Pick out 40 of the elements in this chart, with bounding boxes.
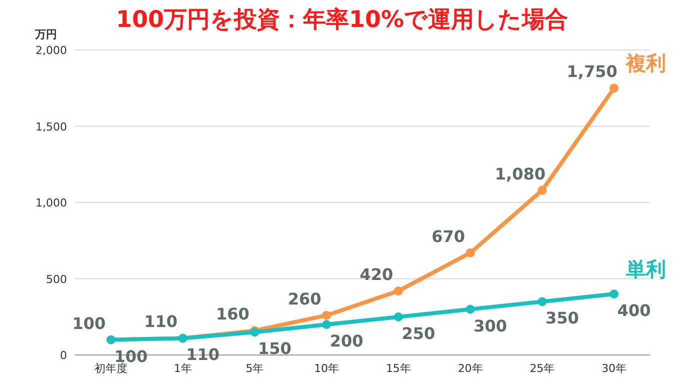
- point: [466, 304, 475, 314]
- chart-title: 100万円を投資：年率10%で運用した場合: [116, 6, 568, 33]
- point: [394, 312, 403, 322]
- series-label: 複利: [625, 51, 666, 76]
- data-label: 420: [360, 264, 394, 284]
- data-label: 300: [474, 316, 508, 336]
- data-label: 100: [72, 314, 106, 333]
- x-tick-label: 30年: [602, 362, 627, 375]
- point: [322, 320, 332, 329]
- data-label: 200: [330, 332, 364, 350]
- x-tick-label: 10年: [314, 362, 340, 375]
- data-label: 110: [144, 312, 178, 332]
- data-label: 400: [617, 301, 651, 320]
- data-label: 150: [258, 339, 292, 358]
- y-tick-label: 0: [60, 349, 67, 362]
- data-label: 160: [216, 304, 250, 324]
- data-label: 670: [432, 226, 466, 246]
- y-tick-label: 500: [46, 272, 67, 286]
- point: [538, 186, 547, 195]
- data-label: 1,080: [494, 164, 546, 184]
- point: [538, 297, 547, 306]
- point: [610, 290, 619, 298]
- x-tick-label: 5年: [246, 362, 264, 375]
- data-label: 350: [545, 308, 579, 328]
- y-axis-title: 万円: [34, 28, 57, 41]
- y-tick-label: 1,500: [36, 120, 67, 134]
- x-tick-label: 15年: [386, 362, 411, 375]
- x-tick-label: 20年: [458, 362, 483, 375]
- point: [322, 310, 332, 320]
- point: [610, 84, 619, 93]
- series-label: 単利: [625, 257, 666, 281]
- data-label: 260: [288, 289, 322, 308]
- y-tick-label: 2,000: [36, 44, 67, 57]
- point: [466, 248, 475, 258]
- y-tick-label: 1,000: [36, 196, 67, 210]
- x-tick-label: 1年: [174, 362, 192, 375]
- x-tick-label: 25年: [530, 362, 555, 375]
- point: [394, 286, 403, 296]
- data-label: 1,750: [566, 62, 618, 82]
- data-label: 250: [402, 324, 436, 343]
